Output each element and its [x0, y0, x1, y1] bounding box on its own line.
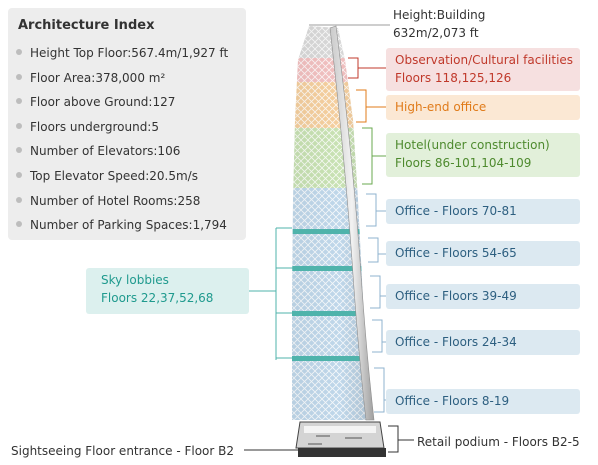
bullet-icon — [16, 221, 22, 228]
office-label-39-49: Office - Floors 39-49 — [386, 284, 580, 309]
bullet-icon — [16, 122, 22, 129]
index-item: Number of Elevators:106 — [16, 144, 228, 169]
retail-podium-label: Retail podium - Floors B2-5 — [417, 435, 580, 449]
observation-bracket — [348, 57, 386, 79]
sky-lobbies-label: Sky lobbies Floors 22,37,52,68 — [86, 268, 249, 314]
sky-lobby-connectors — [249, 227, 295, 360]
office-label-70-81: Office - Floors 70-81 — [386, 199, 580, 224]
retail-podium-block — [295, 421, 386, 457]
office-label-54-65: Office - Floors 54-65 — [386, 241, 580, 266]
office-label-24-34: Office - Floors 24-34 — [386, 330, 580, 355]
building-height-label: Height:Building 632m/2,073 ft — [393, 8, 486, 40]
index-item: Number of Parking Spaces:1,794 — [16, 218, 228, 243]
observation-label: Observation/Cultural facilities Floors 1… — [386, 48, 580, 91]
bullet-icon — [16, 147, 22, 154]
index-title: Architecture Index — [18, 18, 155, 33]
hotel-label: Hotel(under construction) Floors 86-101,… — [386, 133, 580, 177]
index-item: Height Top Floor:567.4m/1,927 ft — [16, 46, 228, 71]
high-end-office-label: High-end office — [386, 95, 580, 120]
sky-lobby-band — [292, 266, 370, 271]
sky-lobby-band — [292, 229, 370, 234]
office-brackets — [366, 193, 386, 413]
office-label-8-19: Office - Floors 8-19 — [386, 389, 580, 414]
sky-lobby-band — [292, 311, 370, 316]
index-item: Floor Area:378,000 m² — [16, 71, 228, 96]
sky-lobby-band — [292, 356, 370, 361]
hotel-bracket — [362, 127, 386, 185]
index-item: Floors underground:5 — [16, 120, 228, 145]
architecture-index-panel: Architecture Index Height Top Floor:567.… — [8, 8, 246, 240]
bullet-icon — [16, 73, 22, 80]
index-item: Number of Hotel Rooms:258 — [16, 194, 228, 219]
bullet-icon — [16, 196, 22, 203]
bullet-icon — [16, 98, 22, 105]
tower-spine — [329, 25, 375, 421]
bullet-icon — [16, 171, 22, 178]
index-item: Top Elevator Speed:20.5m/s — [16, 169, 228, 194]
index-item: Floor above Ground:127 — [16, 95, 228, 120]
high-end-office-bracket — [356, 89, 386, 123]
index-list: Height Top Floor:567.4m/1,927 ft Floor A… — [16, 46, 228, 243]
bullet-icon — [16, 49, 22, 55]
sightseeing-entrance-label: Sightseeing Floor entrance - Floor B2 — [11, 444, 234, 458]
podium-bracket — [388, 425, 414, 453]
